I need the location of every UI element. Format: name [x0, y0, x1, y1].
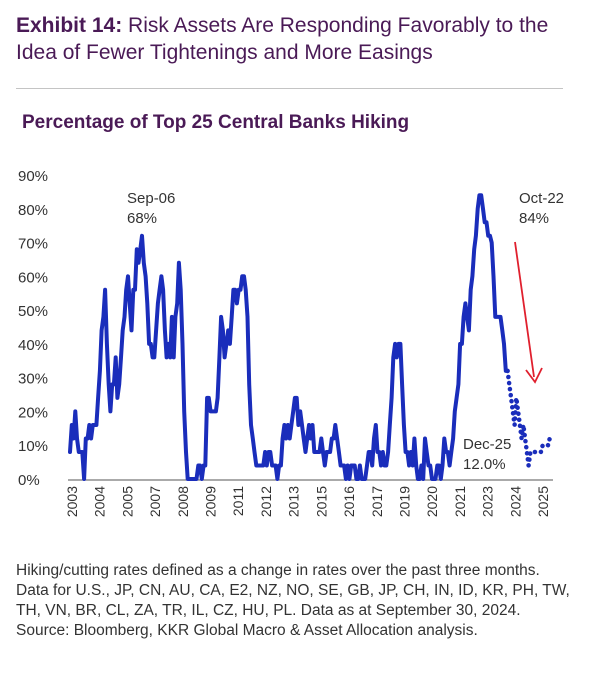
- x-tick-label: 2003: [64, 486, 80, 517]
- y-tick-label: 30%: [18, 371, 48, 388]
- y-tick-label: 40%: [18, 337, 48, 354]
- x-tick-label: 2013: [286, 486, 302, 517]
- trend-arrow-head: [525, 367, 543, 384]
- x-tick-label: 2004: [92, 486, 108, 517]
- x-tick-label: 2009: [203, 486, 219, 517]
- annotation-label: Sep-06: [127, 190, 175, 207]
- exhibit-heading: Exhibit 14: Risk Assets Are Responding F…: [16, 12, 581, 66]
- x-tick-label: 2024: [507, 486, 523, 517]
- footnote: Hiking/cutting rates defined as a change…: [16, 562, 570, 639]
- x-tick-label: 2021: [452, 486, 468, 517]
- exhibit-title: Risk Assets Are Responding Favorably to …: [16, 14, 549, 64]
- x-tick-label: 2005: [119, 486, 135, 517]
- series-line-actual: [68, 193, 510, 481]
- y-tick-label: 70%: [18, 236, 48, 253]
- divider: [16, 88, 563, 89]
- x-tick-label: 2015: [313, 486, 329, 517]
- x-tick-label: 2025: [535, 486, 551, 517]
- y-tick-label: 50%: [18, 303, 48, 320]
- annotation-label: Dec-25: [463, 436, 511, 453]
- y-tick-label: 90%: [18, 168, 48, 185]
- y-tick-label: 80%: [18, 202, 48, 219]
- y-tick-label: 60%: [18, 269, 48, 286]
- x-tick-label: 2016: [341, 486, 357, 517]
- x-tick-label: 2007: [147, 486, 163, 517]
- y-tick-label: 10%: [18, 438, 48, 455]
- series-line-projected: [505, 368, 556, 468]
- exhibit-label: Exhibit 14:: [16, 14, 123, 37]
- chart-title: Percentage of Top 25 Central Banks Hikin…: [22, 112, 410, 133]
- annotation-value: 12.0%: [463, 456, 506, 473]
- annotation-value: 84%: [519, 210, 549, 227]
- annotation-value: 68%: [127, 210, 157, 227]
- y-tick-label: 0%: [18, 472, 40, 489]
- chart: 0% 10% 20% 30% 40% 50% 60% 70% 80% 90% 2003 2004 200…: [18, 168, 564, 517]
- x-tick-label: 2012: [258, 486, 274, 517]
- x-tick-label: 2019: [396, 486, 412, 517]
- x-tick-label: 2008: [175, 486, 191, 517]
- x-tick-label: 2020: [424, 486, 440, 517]
- x-tick-label: 2017: [369, 486, 385, 517]
- trend-arrow-line: [514, 241, 535, 378]
- annotation-label: Oct-22: [519, 190, 564, 207]
- y-tick-label: 20%: [18, 404, 48, 421]
- x-tick-label: 2011: [230, 486, 246, 516]
- x-tick-label: 2023: [480, 486, 496, 517]
